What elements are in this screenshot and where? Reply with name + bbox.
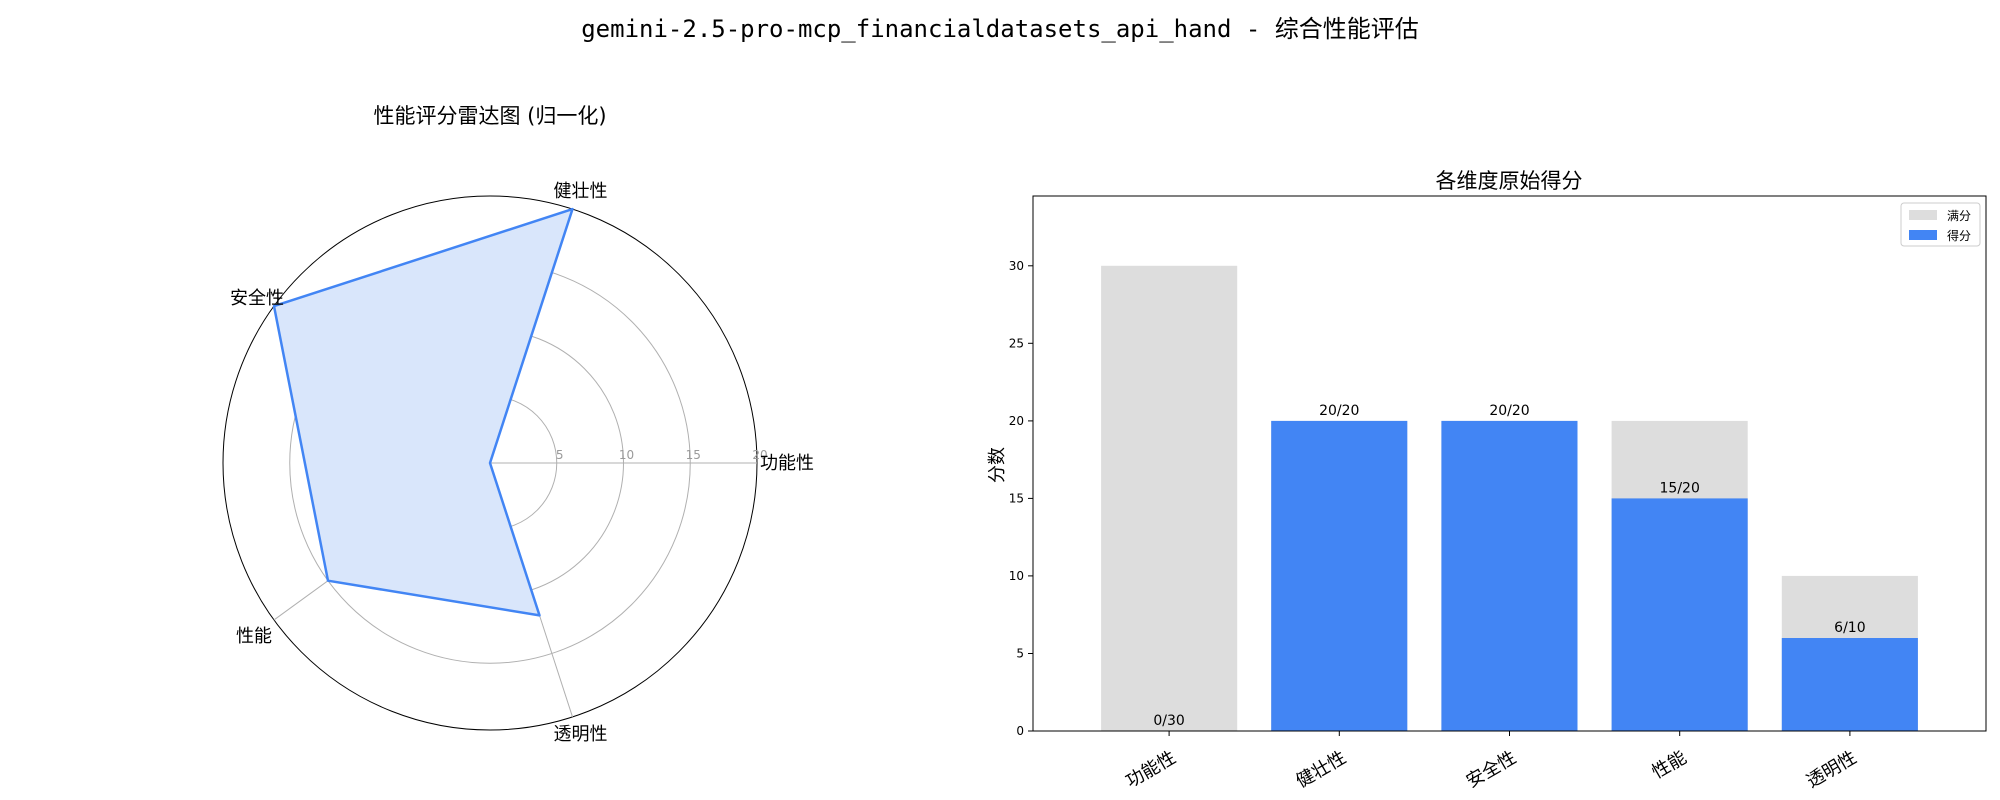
y-tick-label: 0 <box>1016 724 1024 738</box>
radar-line <box>272 207 574 617</box>
x-tick-label: 健壮性 <box>1293 747 1350 792</box>
x-tick-label: 性能 <box>1649 747 1691 783</box>
radar-axis-label: 性能 <box>236 626 272 647</box>
y-tick-label: 15 <box>1009 491 1024 505</box>
bar-value-label: 20/20 <box>1489 403 1529 419</box>
radar-data <box>272 207 574 617</box>
radar-axis-label: 健壮性 <box>554 181 608 202</box>
radar-r-tick: 15 <box>686 448 701 462</box>
bar-value-label: 15/20 <box>1660 480 1700 496</box>
score-bar <box>1781 638 1918 731</box>
y-tick-label: 20 <box>1009 414 1024 428</box>
radar-r-tick: 5 <box>556 448 564 462</box>
y-axis-label: 分数 <box>987 447 1008 483</box>
x-tick-label: 功能性 <box>1122 747 1179 792</box>
bar-value-label: 6/10 <box>1834 620 1865 636</box>
legend-swatch-score <box>1909 230 1937 240</box>
radar-axis-label: 透明性 <box>554 724 608 745</box>
bar-chart: 各维度原始得分 分数 0/30 20/20 20/20 15/20 6/10 功能性 健壮… <box>987 169 1987 792</box>
bar-marks: 0/30 20/20 20/20 15/20 6/10 <box>1101 265 1918 731</box>
bar-title: 各维度原始得分 <box>1436 169 1583 193</box>
y-tick-label: 5 <box>1016 647 1024 661</box>
score-bar <box>1611 498 1748 731</box>
legend-swatch-full <box>1909 210 1937 220</box>
y-tick-label: 10 <box>1009 569 1024 583</box>
radar-area <box>274 209 573 616</box>
radar-axis-label: 功能性 <box>760 453 814 474</box>
score-bar <box>1441 420 1578 731</box>
radar-title: 性能评分雷达图 (归一化) <box>373 104 606 128</box>
x-tick-label: 安全性 <box>1463 747 1520 792</box>
radar-r-tick: 20 <box>752 448 767 462</box>
bar-value-label: 20/20 <box>1319 403 1359 419</box>
bar-value-label: 0/30 <box>1153 713 1184 729</box>
y-tick-label: 30 <box>1009 259 1024 273</box>
figure-title: gemini-2.5-pro-mcp_financialdatasets_api… <box>581 15 1419 43</box>
legend-label-full: 满分 <box>1947 209 1971 223</box>
y-tick-label: 25 <box>1009 336 1024 350</box>
full-score-bar <box>1101 265 1238 731</box>
legend-label-score: 得分 <box>1947 228 1971 243</box>
x-tick-label: 透明性 <box>1803 747 1860 792</box>
radar-r-tick: 10 <box>619 448 634 462</box>
radar-axis-label: 安全性 <box>230 288 284 309</box>
score-bar <box>1271 420 1408 731</box>
